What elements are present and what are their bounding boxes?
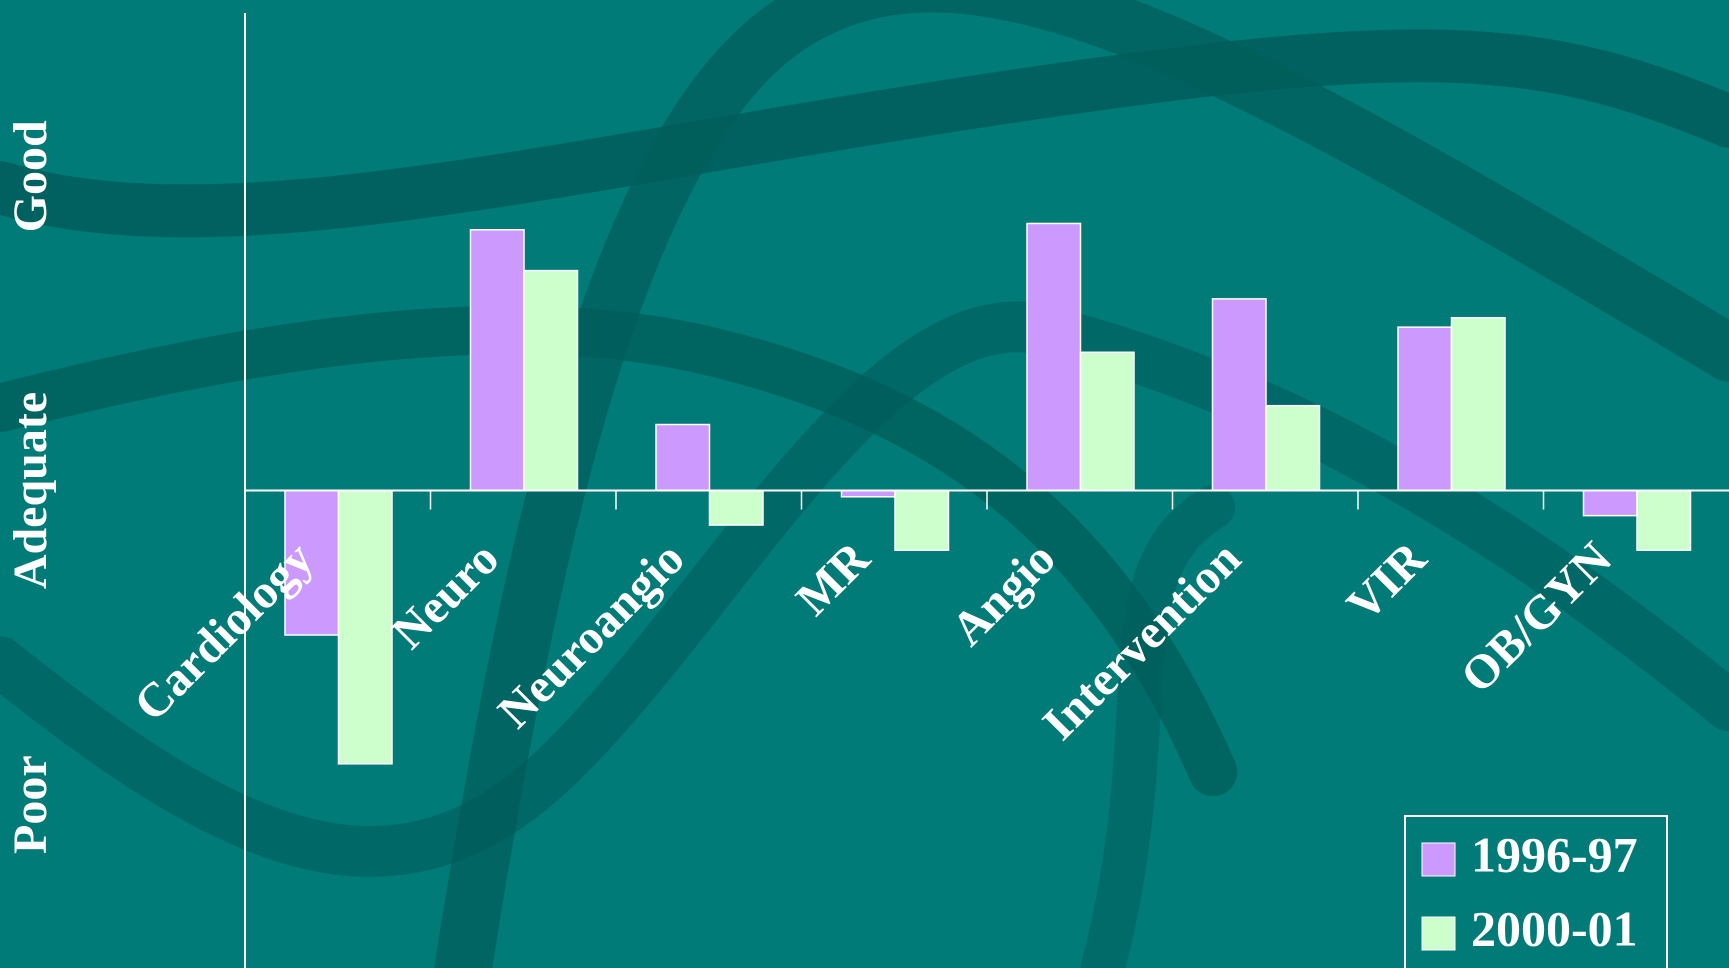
y-tick-label: Good <box>4 120 57 232</box>
bar <box>894 489 950 551</box>
bar <box>1026 222 1082 492</box>
legend-swatch <box>1421 916 1456 951</box>
bar <box>337 489 393 765</box>
bar <box>1397 326 1453 492</box>
bar <box>1582 489 1638 517</box>
bar <box>523 269 579 492</box>
y-tick-label: Adequate <box>4 392 57 589</box>
legend-box <box>1404 815 1668 968</box>
bar <box>655 423 711 492</box>
legend-label: 1996-97 <box>1471 826 1638 882</box>
bar <box>708 489 764 526</box>
bar <box>284 489 340 636</box>
bar <box>1450 316 1506 492</box>
bar <box>1079 351 1135 492</box>
y-tick-label: Poor <box>4 755 57 854</box>
bar <box>469 229 525 492</box>
bar <box>1265 404 1321 492</box>
legend-swatch <box>1421 842 1456 877</box>
legend: 1996-97 2000-01 <box>1404 815 1668 968</box>
bar <box>1211 298 1267 492</box>
bar <box>1636 489 1692 551</box>
legend-label: 2000-01 <box>1471 900 1638 956</box>
